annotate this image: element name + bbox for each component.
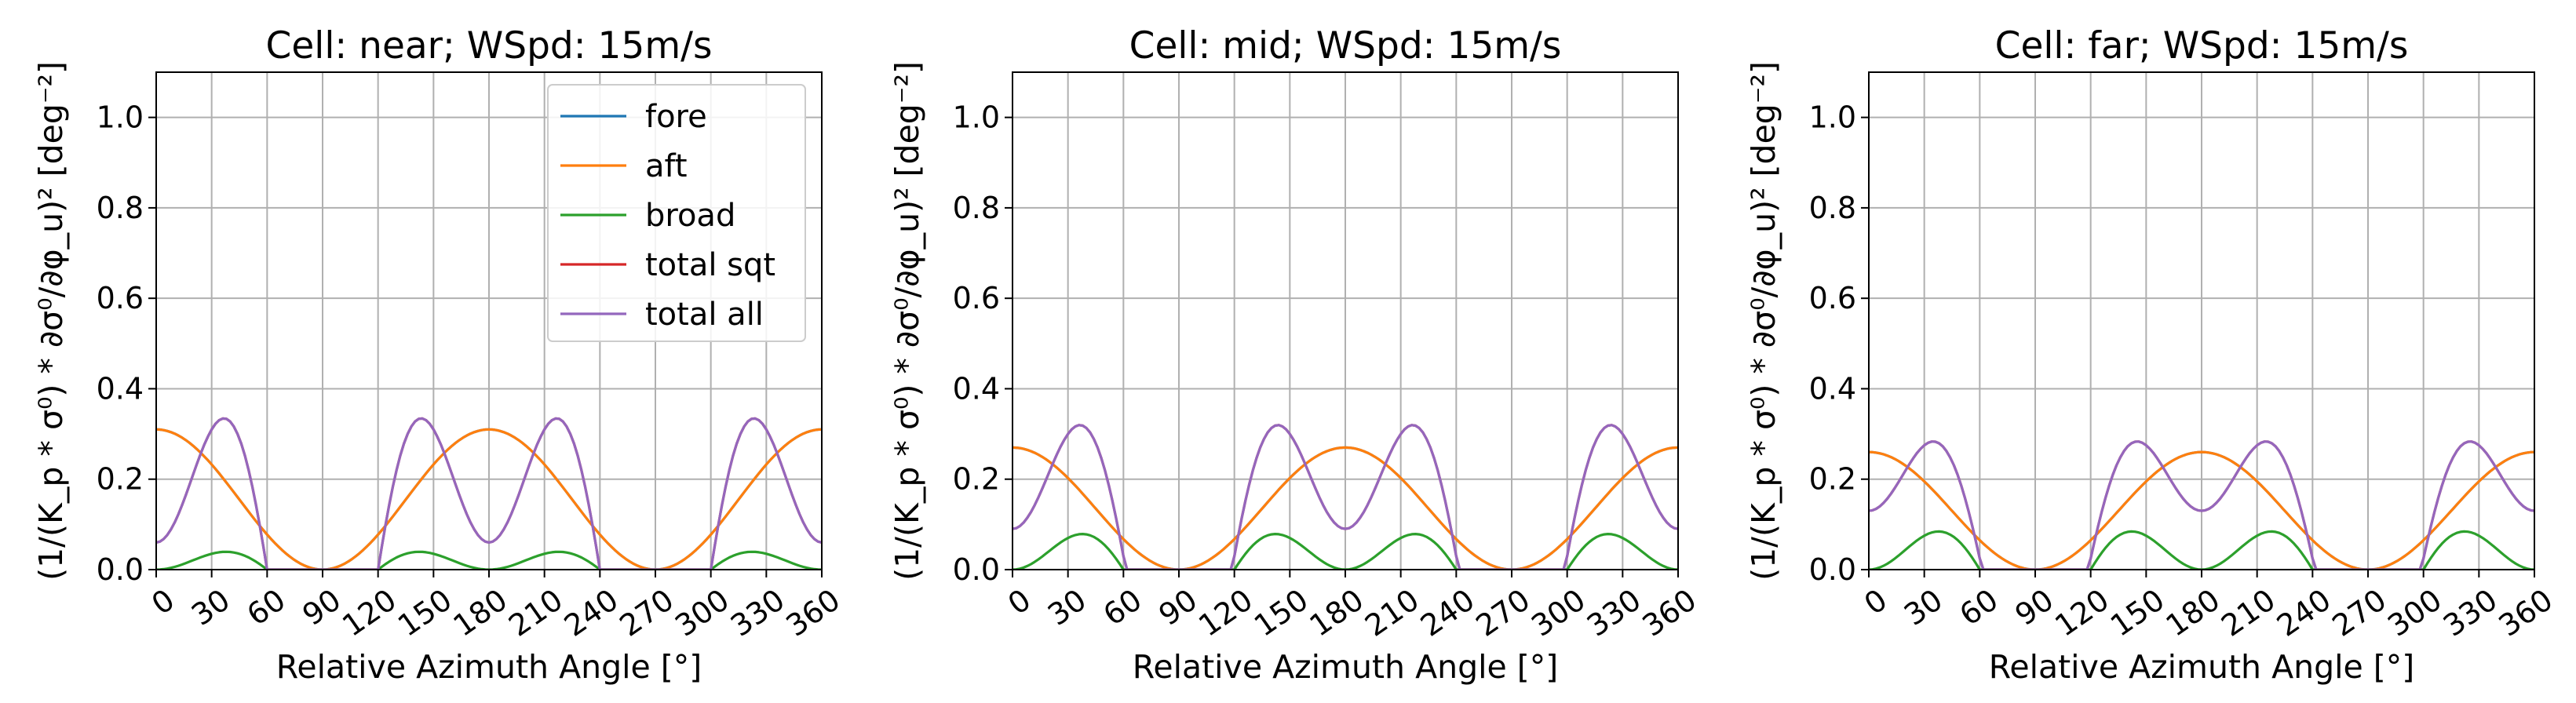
x-axis-label: Relative Azimuth Angle [°]: [1133, 648, 1559, 686]
legend-label: total all: [645, 297, 764, 333]
x-axis-label: Relative Azimuth Angle [°]: [276, 648, 702, 686]
x-tick-label: 180: [447, 582, 514, 643]
x-tick-label: 0: [145, 582, 181, 621]
x-tick-label: 30: [1898, 582, 1949, 632]
x-tick-label: 270: [614, 582, 680, 643]
series-group: [1869, 440, 2534, 570]
legend-label: broad: [645, 198, 735, 234]
x-tick-label: 150: [1248, 582, 1315, 643]
series-line-total-all: [1013, 424, 1678, 570]
x-tick-label: 360: [1636, 582, 1703, 643]
chart-title: Cell: mid; WSpd: 15m/s: [1129, 24, 1562, 67]
chart-panel-1: 0.0 0.2 0.4 0.6 0.8 1.0 0 30 60 90120150180210240…: [32, 24, 846, 686]
x-tick-label: 90: [1152, 582, 1203, 632]
x-axis-label: Relative Azimuth Angle [°]: [1989, 648, 2415, 686]
y-tick-label: 0.2: [97, 462, 144, 497]
y-tick-label: 0.4: [97, 371, 144, 406]
y-tick-label: 0.0: [1809, 552, 1856, 587]
series-group: [156, 417, 822, 570]
y-tick-label: 0.0: [953, 552, 1000, 587]
x-tick-label: 30: [1042, 582, 1093, 632]
y-tick-label: 0.6: [1809, 281, 1856, 315]
x-tick-label: 180: [2160, 582, 2227, 643]
series-line-total-all: [156, 417, 822, 570]
y-tick-label: 0.4: [953, 371, 1000, 406]
x-tick-label: 150: [392, 582, 458, 643]
x-tick-label: 360: [2493, 582, 2560, 643]
x-tick-label: 180: [1304, 582, 1370, 643]
y-axis-label: (1/(K_p * σ⁰) * ∂σ⁰/∂φ_u)² [deg⁻²]: [888, 61, 926, 581]
y-tick-label: 0.2: [1809, 462, 1856, 497]
x-tick-label: 210: [502, 582, 569, 643]
chart-panel-3: 0.0 0.2 0.4 0.6 0.8 1.0 0 30 60 90120150180210240…: [1745, 24, 2559, 686]
y-tick-label: 1.0: [953, 100, 1000, 135]
x-tick-label: 120: [336, 582, 403, 643]
y-tick-label: 0.6: [953, 281, 1000, 315]
x-tick-label: 300: [669, 582, 735, 643]
y-tick-label: 1.0: [97, 100, 144, 135]
x-tick-label: 300: [2381, 582, 2448, 643]
x-tick-label: 60: [1954, 582, 2005, 632]
y-tick-label: 0.0: [97, 552, 144, 587]
x-tick-label: 90: [296, 582, 347, 632]
series-line-total-all: [1869, 440, 2534, 570]
x-tick-label: 270: [2326, 582, 2393, 643]
x-tick-label: 360: [780, 582, 847, 643]
y-tick-label: 0.6: [97, 281, 144, 315]
x-tick-label: 270: [1470, 582, 1537, 643]
x-tick-label: 60: [241, 582, 292, 632]
y-tick-label: 0.4: [1809, 371, 1856, 406]
y-tick-label: 0.2: [953, 462, 1000, 497]
x-tick-label: 150: [2104, 582, 2171, 643]
x-tick-label: 0: [1858, 582, 1893, 621]
series-group: [1013, 424, 1678, 570]
legend-label: total sqt: [645, 247, 775, 283]
series-line-aft: [156, 428, 822, 570]
series-line-aft: [1869, 450, 2534, 570]
x-tick-label: 330: [1581, 582, 1647, 643]
legend-label: aft: [645, 148, 688, 184]
x-tick-label: 210: [1359, 582, 1425, 643]
chart-title: Cell: far; WSpd: 15m/s: [1995, 24, 2409, 67]
x-tick-label: 330: [2437, 582, 2504, 643]
x-tick-label: 30: [185, 582, 236, 632]
chart-title: Cell: near; WSpd: 15m/s: [266, 24, 713, 67]
y-tick-label: 0.8: [953, 191, 1000, 225]
x-tick-label: 240: [2271, 582, 2337, 643]
x-tick-label: 210: [2215, 582, 2282, 643]
x-tick-label: 330: [724, 582, 791, 643]
x-tick-label: 90: [2009, 582, 2060, 632]
x-tick-label: 240: [558, 582, 625, 643]
legend: fore aft broad total sqt total all: [547, 84, 806, 342]
x-tick-label: 0: [1002, 582, 1037, 621]
y-tick-label: 0.8: [1809, 191, 1856, 225]
y-axis-label: (1/(K_p * σ⁰) * ∂σ⁰/∂φ_u)² [deg⁻²]: [32, 61, 70, 581]
y-tick-label: 0.8: [97, 191, 144, 225]
y-tick-label: 1.0: [1809, 100, 1856, 135]
y-axis-label: (1/(K_p * σ⁰) * ∂σ⁰/∂φ_u)² [deg⁻²]: [1745, 61, 1782, 581]
x-tick-label: 300: [1525, 582, 1592, 643]
series-line-aft: [1013, 446, 1678, 570]
x-tick-label: 120: [1192, 582, 1259, 643]
x-tick-label: 60: [1097, 582, 1148, 632]
legend-label: fore: [645, 99, 707, 135]
legend-box: [547, 84, 806, 342]
chart-panel-2: 0.0 0.2 0.4 0.6 0.8 1.0 0 30 60 90120150180210240…: [888, 24, 1702, 686]
x-tick-label: 120: [2049, 582, 2115, 643]
x-tick-label: 240: [1414, 582, 1481, 643]
